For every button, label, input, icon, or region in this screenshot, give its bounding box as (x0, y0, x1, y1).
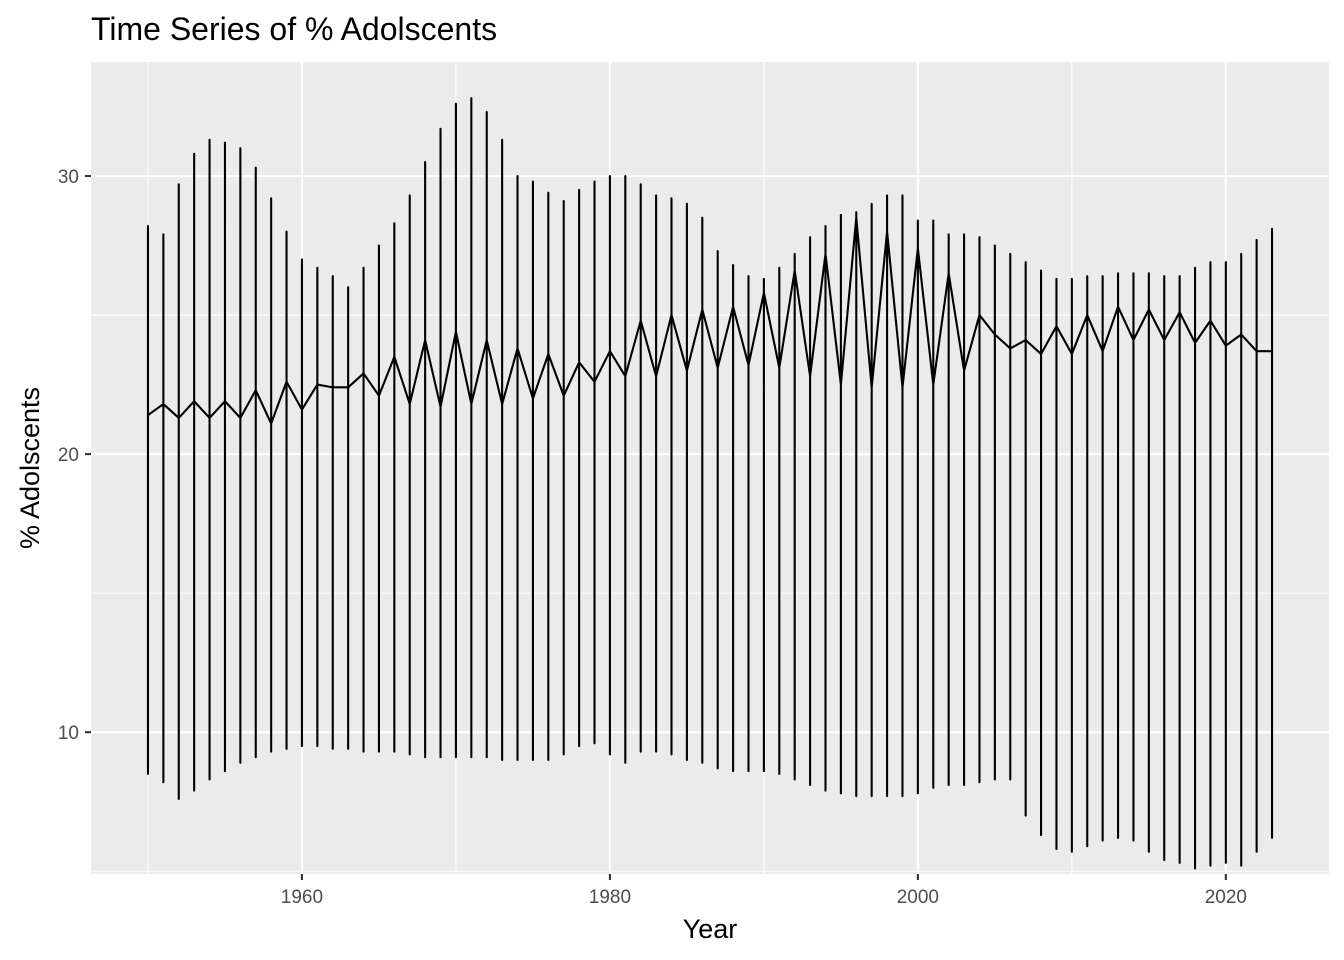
chart-title: Time Series of % Adolscents (91, 11, 497, 47)
y-tick-label: 10 (58, 723, 79, 744)
plot-panel (91, 62, 1329, 874)
y-tick-label: 30 (58, 167, 79, 188)
x-axis-title: Year (683, 914, 738, 944)
y-axis-title: % Adolscents (15, 387, 45, 549)
x-tick-label: 1960 (281, 887, 323, 908)
x-tick-label: 2020 (1205, 887, 1247, 908)
x-tick-label: 2000 (897, 887, 939, 908)
y-tick-label: 20 (58, 445, 79, 466)
series-layer (146, 97, 1274, 870)
series-line (146, 97, 1274, 870)
x-tick-label: 1980 (589, 887, 631, 908)
axes: 10 20 30 1960 1980 2000 2020 (58, 167, 1247, 908)
